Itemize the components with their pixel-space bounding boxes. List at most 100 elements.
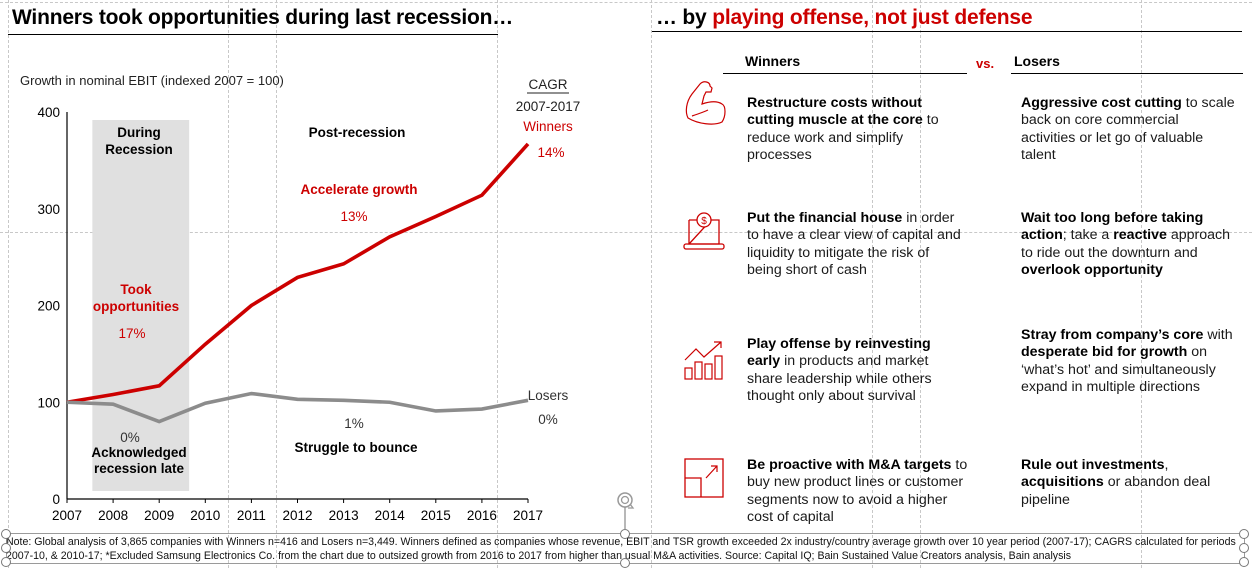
losers-column-header: Losers — [1014, 53, 1060, 69]
winner-item-text: to buy new product lines or customer seg… — [747, 457, 968, 525]
y-tick-label: 100 — [37, 395, 60, 410]
loser-item-bold: Aggressive cost cutting — [1021, 95, 1182, 111]
flexed-arm-icon — [685, 81, 726, 125]
loser-item-text: approach to ride out the downturn and — [1021, 227, 1231, 261]
x-tick-label: 2011 — [237, 508, 266, 523]
x-tick-label: 2014 — [375, 508, 406, 523]
chart-title: Growth in nominal EBIT (indexed 2007 = 1… — [20, 73, 284, 88]
losers-recession-label: Acknowledged — [91, 445, 186, 460]
loser-item: Stray from company’s core with desperate… — [1021, 327, 1236, 396]
guide-line — [0, 2, 1252, 3]
y-tick-label: 400 — [37, 105, 60, 120]
winners-recession-label: Took — [120, 282, 152, 297]
footnote: Note: Global analysis of 3,865 companies… — [6, 536, 1236, 562]
losers-recession-label: recession late — [94, 461, 185, 476]
guide-line — [0, 232, 1252, 233]
guide-line — [497, 0, 498, 568]
winner-item-text: in products and market share leadership … — [747, 353, 932, 404]
right-title-rule — [652, 31, 1242, 32]
ebit-growth-chart: 2007 2008 2009 2010 2011 2012 2013 2014 2015 2016… — [20, 73, 581, 523]
loser-item: Rule out investments, acquisitions or ab… — [1021, 457, 1236, 509]
right-title: … by playing offense, not just defense — [656, 6, 1033, 30]
x-tick-label: 2013 — [329, 508, 359, 523]
winners-recession-label: opportunities — [93, 299, 179, 314]
series-line-losers — [66, 391, 529, 424]
winner-item-bold: Restructure costs without cutting muscle… — [747, 95, 923, 129]
winners-series-label: Winners — [523, 119, 573, 134]
loser-item-text: on ‘what’s hot’ and simultaneously expan… — [1021, 344, 1216, 395]
rotate-handle-icon[interactable] — [614, 490, 638, 534]
winners-post-cagr: 13% — [340, 209, 367, 224]
resize-handle[interactable] — [1239, 543, 1249, 553]
guide-line — [8, 0, 9, 568]
right-title-highlight: playing offense, not just defense — [712, 6, 1033, 29]
x-tick-label: 2007 — [52, 508, 82, 523]
y-tick-label: 300 — [37, 202, 60, 217]
loser-item-bold: Stray from company’s core — [1021, 327, 1204, 343]
losers-series-label: Losers — [528, 388, 569, 403]
loser-item-bold: overlook opportunity — [1021, 261, 1163, 278]
winners-recession-cagr: 17% — [118, 326, 145, 341]
x-tick-label: 2012 — [282, 508, 312, 523]
y-tick-label: 0 — [52, 492, 60, 507]
vs-label: vs. — [976, 56, 995, 71]
winner-item-text: in order to have a clear view of capital… — [747, 210, 961, 278]
x-tick-label: 2017 — [513, 508, 543, 523]
loser-item-text: with — [1203, 327, 1233, 343]
left-title-rule — [8, 34, 498, 35]
winner-item-bold: Be proactive with M&A targets — [747, 457, 952, 473]
y-tick-label: 200 — [37, 299, 60, 314]
right-title-prefix: … by — [656, 6, 713, 29]
x-tick-label: 2010 — [190, 508, 220, 523]
winner-item-text: to reduce work and simplify processes — [747, 112, 939, 163]
recession-band-label: During — [117, 125, 161, 140]
cagr-period: 2007-2017 — [516, 99, 581, 114]
losers-recession-cagr: 0% — [120, 430, 140, 445]
losers-post-cagr: 1% — [344, 416, 364, 431]
loser-item-text: or abandon deal pipeline — [1021, 474, 1211, 508]
losers-cagr-label: 0% — [538, 412, 558, 427]
x-tick-label: 2008 — [98, 508, 128, 523]
winners-column-rule — [723, 73, 967, 74]
guide-line — [920, 0, 921, 568]
loser-item-text: , — [1164, 457, 1169, 473]
cagr-header: CAGR — [528, 77, 567, 92]
expand-square-icon — [684, 458, 724, 498]
guide-line — [1141, 0, 1142, 568]
series-line-winners — [66, 142, 530, 405]
loser-item-bold: Rule out investments — [1021, 457, 1165, 473]
loser-item-bold: reactive — [1113, 227, 1167, 244]
growth-chart-icon — [684, 341, 723, 380]
resize-handle[interactable] — [1, 543, 11, 553]
losers-post-label: Struggle to bounce — [295, 440, 418, 455]
winners-post-label: Accelerate growth — [300, 182, 417, 197]
winners-cagr-label: 14% — [537, 145, 564, 160]
x-tick-label: 2016 — [467, 508, 497, 523]
resize-handle[interactable] — [1239, 557, 1249, 567]
resize-handle[interactable] — [1, 529, 11, 539]
guide-line — [872, 0, 873, 568]
loser-item-bold: desperate bid for growth — [1021, 344, 1188, 361]
winner-item-bold: Put the financial house — [747, 210, 903, 226]
winners-column-header: Winners — [745, 53, 801, 69]
recession-band-label: Recession — [105, 142, 173, 157]
winner-item-bold: Play offense by reinvesting early — [747, 336, 931, 370]
winner-item: Restructure costs without cutting muscle… — [747, 95, 962, 164]
loser-item: Aggressive cost cutting to scale back on… — [1021, 95, 1236, 164]
resize-handle[interactable] — [620, 558, 630, 568]
loser-item-text: ; take a — [1062, 227, 1114, 244]
loser-item-text: to scale back on core commercial activit… — [1021, 95, 1235, 163]
resize-handle[interactable] — [1, 557, 11, 567]
winner-item: Put the financial house in order to have… — [747, 210, 962, 279]
post-recession-label: Post-recession — [309, 125, 406, 140]
loser-item: Wait too long before taking action; take… — [1021, 210, 1236, 279]
x-tick-label: 2015 — [421, 508, 451, 523]
svg-text:$: $ — [701, 216, 707, 227]
left-title: Winners took opportunities during last r… — [12, 6, 514, 29]
resize-handle[interactable] — [1239, 529, 1249, 539]
losers-column-rule — [1011, 73, 1243, 74]
x-tick-label: 2009 — [144, 508, 174, 523]
loser-item-bold: acquisitions — [1021, 474, 1104, 491]
loser-item-bold: Wait too long before taking action — [1021, 210, 1204, 244]
winner-item: Play offense by reinvesting early in pro… — [747, 336, 962, 405]
